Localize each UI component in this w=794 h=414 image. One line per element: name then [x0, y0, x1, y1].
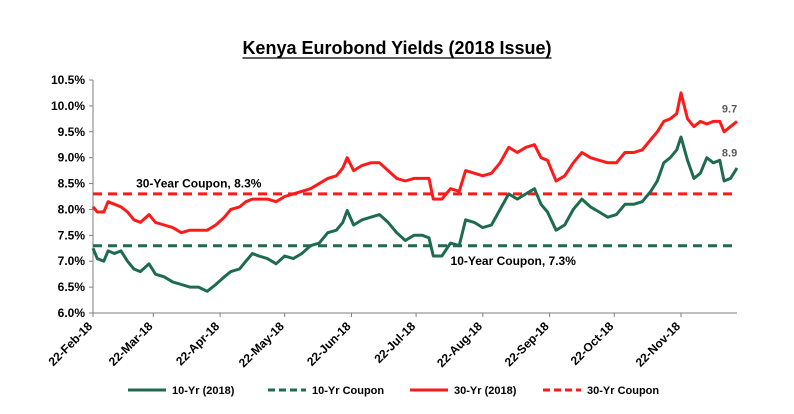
x-tick-label: 22-Jul-18: [372, 319, 419, 366]
legend-label: 30-Yr Coupon: [587, 385, 659, 397]
x-tick-label: 22-Jun-18: [304, 319, 354, 369]
y-tick-label: 9.0%: [58, 151, 86, 165]
y-tick-label: 10.0%: [51, 99, 85, 113]
end-value-label: 8.9: [722, 147, 737, 159]
y-tick-label: 8.5%: [58, 177, 86, 191]
y-tick-label: 7.5%: [58, 228, 86, 242]
x-axis: 22-Feb-18 22-Mar-18 22-Apr-18 22-May-18 22-J…: [46, 312, 737, 370]
x-tick-label: 22-Aug-18: [434, 319, 485, 370]
legend-label: 30-Yr (2018): [454, 385, 517, 397]
legend-label: 10-Yr Coupon: [312, 385, 384, 397]
legend-label: 10-Yr (2018): [172, 385, 235, 397]
x-tick-label: 22-Nov-18: [633, 319, 684, 370]
series-line-10-yr-2018: [91, 135, 739, 293]
y-tick-label: 7.0%: [58, 254, 86, 268]
series-line-30-yr-2018: [91, 91, 738, 235]
y-tick-label: 6.0%: [58, 306, 86, 320]
y-tick-label: 8.0%: [58, 202, 86, 216]
legend: 10-Yr (2018) 10-Yr Coupon 30-Yr (2018) 30-Y…: [128, 385, 659, 397]
end-value-label: 9.7: [722, 103, 737, 115]
coupon-annotation: 10-Year Coupon, 7.3%: [451, 254, 577, 268]
x-tick-label: 22-Oct-18: [568, 319, 617, 368]
x-tick-label: 22-Apr-18: [173, 319, 222, 368]
x-tick-label: 22-Sep-18: [502, 319, 552, 369]
y-tick-label: 9.5%: [58, 125, 86, 139]
chart-title: Kenya Eurobond Yields (2018 Issue): [242, 38, 551, 58]
y-axis: 6.0% 6.5% 7.0% 7.5% 8.0% 8.5% 9.0% 9.5% 10.0% 10.…: [51, 73, 94, 320]
coupon-annotation: 30-Year Coupon, 8.3%: [136, 177, 262, 191]
annotation-layer: 30-Year Coupon, 8.3% 10-Year Coupon, 7.3%…: [136, 103, 737, 268]
y-tick-label: 10.5%: [51, 73, 85, 87]
x-tick-label: 22-Mar-18: [106, 319, 156, 369]
x-tick-label: 22-Feb-18: [46, 319, 96, 369]
series-layer: [91, 91, 739, 293]
y-tick-label: 6.5%: [58, 280, 86, 294]
x-tick-label: 22-May-18: [236, 319, 287, 370]
